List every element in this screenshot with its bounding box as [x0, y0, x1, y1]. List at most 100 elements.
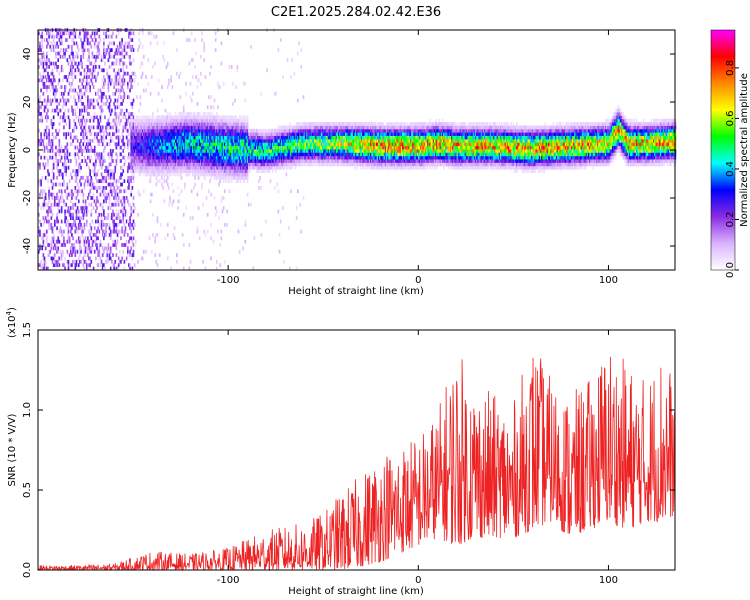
- heatmap-cell: [38, 58, 40, 63]
- heatmap-cell: [210, 142, 212, 147]
- heatmap-cell: [74, 135, 77, 140]
- heatmap-cell: [260, 162, 263, 167]
- heatmap-cell: [228, 128, 231, 133]
- heatmap-cell: [129, 125, 131, 130]
- heatmap-cell: [171, 85, 174, 89]
- heatmap-cell: [205, 196, 208, 200]
- heatmap-cell: [111, 61, 113, 66]
- heatmap-cell: [269, 135, 272, 140]
- heatmap-cell: [218, 128, 220, 133]
- heatmap-cell: [166, 233, 169, 237]
- heatmap-cell: [51, 256, 54, 261]
- heatmap-cell: [44, 233, 47, 237]
- heatmap-cell: [128, 202, 130, 207]
- heatmap-cell: [48, 219, 50, 224]
- heatmap-cell: [283, 135, 285, 140]
- heatmap-cell: [58, 138, 61, 143]
- heatmap-cell: [178, 165, 180, 170]
- heatmap-cell: [69, 132, 72, 136]
- heatmap-cell: [173, 162, 176, 167]
- heatmap-cell: [266, 128, 268, 133]
- heatmap-cell: [304, 138, 307, 143]
- heatmap-cell: [215, 152, 218, 157]
- heatmap-cell: [41, 102, 44, 106]
- heatmap-cell: [132, 48, 135, 52]
- heatmap-cell: [177, 155, 179, 160]
- heatmap-cell: [130, 132, 133, 136]
- heatmap-cell: [220, 122, 223, 126]
- heatmap-cell: [105, 128, 107, 133]
- heatmap-cell: [53, 152, 56, 157]
- heatmap-cell: [105, 222, 107, 227]
- heatmap-cell: [206, 149, 209, 153]
- heatmap-cell: [176, 115, 178, 120]
- heatmap-cell: [177, 142, 179, 147]
- heatmap-cell: [157, 78, 160, 83]
- heatmap-cell: [227, 155, 230, 160]
- heatmap-cell: [153, 149, 155, 153]
- heatmap-cell: [80, 222, 82, 227]
- heatmap-cell: [267, 142, 269, 147]
- heatmap-cell: [98, 152, 101, 157]
- heatmap-cell: [123, 125, 126, 130]
- heatmap-cell: [138, 118, 141, 123]
- heatmap-cell: [105, 259, 107, 264]
- heatmap-cell: [115, 122, 118, 126]
- heatmap-cell: [203, 142, 206, 147]
- heatmap-cell: [39, 263, 41, 268]
- heatmap-cell: [204, 132, 207, 136]
- heatmap-cell: [285, 159, 288, 163]
- heatmap-cell: [132, 165, 135, 170]
- heatmap-cell: [121, 202, 123, 207]
- heatmap-cell: [74, 112, 77, 116]
- heatmap-cell: [51, 155, 54, 160]
- heatmap-cell: [226, 118, 228, 123]
- heatmap-cell: [93, 115, 96, 120]
- heatmap-cell: [253, 155, 256, 160]
- heatmap-cell: [120, 199, 122, 204]
- heatmap-cell: [316, 149, 319, 153]
- heatmap-cell: [194, 112, 196, 116]
- heatmap-cell: [166, 145, 169, 150]
- heatmap-cell: [93, 165, 96, 170]
- heatmap-cell: [215, 162, 218, 167]
- heatmap-cell: [72, 259, 74, 264]
- heatmap-cell: [210, 159, 212, 163]
- heatmap-cell: [88, 149, 90, 153]
- heatmap-cell: [168, 186, 170, 190]
- heatmap-cell: [277, 149, 280, 153]
- heatmap-cell: [164, 128, 167, 133]
- heatmap-cell: [156, 115, 159, 120]
- heatmap-cell: [294, 149, 297, 153]
- heatmap-cell: [269, 149, 272, 153]
- heatmap-cell: [89, 149, 91, 153]
- heatmap-cell: [162, 122, 164, 126]
- heatmap-cell: [276, 132, 279, 136]
- heatmap-cell: [99, 118, 102, 123]
- heatmap-cell: [312, 132, 315, 136]
- heatmap-cell: [68, 206, 71, 210]
- heatmap-cell: [66, 182, 69, 187]
- heatmap-cell: [103, 229, 105, 234]
- heatmap-cell: [89, 256, 91, 261]
- heatmap-cell: [81, 122, 83, 126]
- heatmap-cell: [77, 48, 80, 52]
- heatmap-cell: [104, 54, 106, 59]
- heatmap-cell: [106, 125, 109, 130]
- heatmap-cell: [188, 169, 191, 173]
- heatmap-cell: [88, 263, 90, 268]
- heatmap-cell: [90, 145, 93, 150]
- heatmap-cell: [170, 75, 172, 79]
- heatmap-cell: [75, 263, 78, 268]
- heatmap-cell: [205, 152, 208, 157]
- heatmap-cell: [193, 132, 195, 136]
- heatmap-cell: [310, 122, 313, 126]
- heatmap-cell: [223, 145, 226, 150]
- heatmap-cell: [205, 159, 208, 163]
- heatmap-cell: [309, 132, 312, 136]
- heatmap-cell: [74, 179, 77, 184]
- heatmap-cell: [125, 239, 128, 244]
- heatmap-cell: [123, 243, 126, 247]
- heatmap-cell: [106, 249, 109, 254]
- heatmap-cell: [173, 138, 176, 143]
